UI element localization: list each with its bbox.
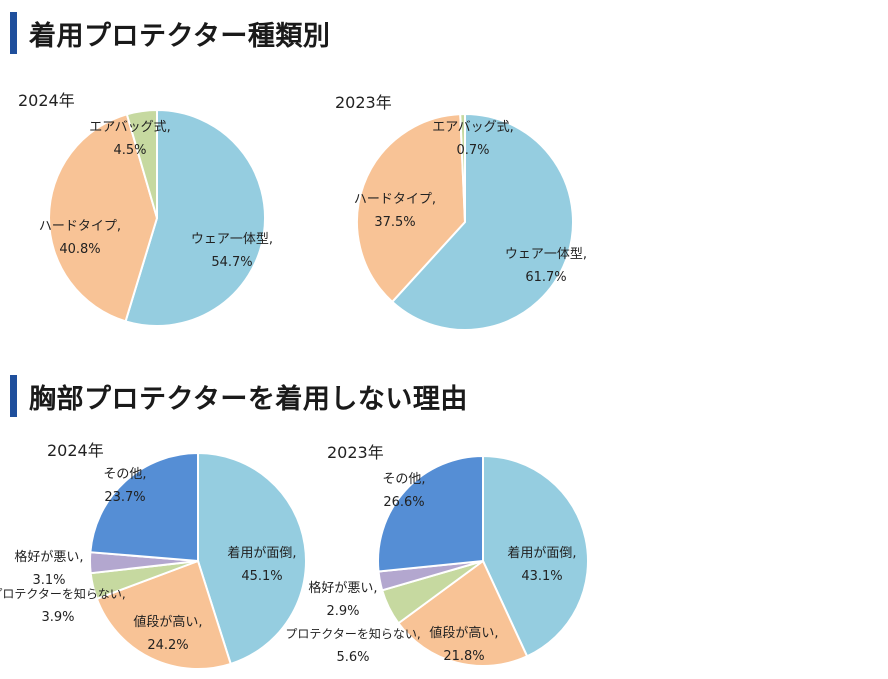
slice-label-value: 61.7%: [525, 270, 566, 285]
slice-label-name: ウェア一体型,: [505, 247, 587, 262]
section-title-text: 着用プロテクター種類別: [29, 20, 331, 52]
slice-label-value: 3.9%: [41, 610, 74, 625]
slice-label-value: 2.9%: [326, 604, 359, 619]
slice-label-name: その他,: [103, 467, 146, 482]
pie-slice-types-2024-1: [48, 113, 159, 323]
slice-label-name: 値段が高い,: [429, 625, 498, 641]
slice-label-value: 3.1%: [32, 573, 65, 588]
pie-reasons-2024: 着用が面倒, 45.1% 値段が高い, 24.2% プロテクターを知らない, 3.9% 格好…: [0, 441, 307, 670]
slice-label-value: 54.7%: [211, 255, 252, 270]
section-title-reasons-not-wearing: 胸部プロテクターを着用しない理由: [10, 375, 870, 417]
slice-label-name: 格好が悪い,: [14, 549, 83, 565]
slice-label-name: 着用が面倒,: [507, 545, 576, 561]
slice-label-value: 45.1%: [241, 569, 282, 584]
pie-slice-types-2023-1: [356, 113, 467, 304]
pie-slice-types-2023-2: [459, 112, 466, 223]
slice-label-name: ハードタイプ,: [354, 192, 436, 207]
slice-label-value: 21.8%: [443, 649, 484, 664]
slice-label-name: 着用が面倒,: [227, 545, 296, 561]
title-accent-bar: [10, 12, 17, 54]
pie-slice-reasons-2024-1: [95, 559, 232, 670]
pie-slice-reasons-2024-4: [89, 451, 199, 563]
slice-label-value: 0.7%: [456, 143, 489, 158]
pie-year-label: 2023年: [327, 443, 384, 462]
slice-label-value: 24.2%: [147, 638, 188, 653]
slice-label-value: 23.7%: [104, 490, 145, 505]
slice-label-value: 5.6%: [336, 650, 369, 665]
pie-slice-reasons-2023-4: [377, 454, 484, 573]
slice-label-name: プロテクターを知らない,: [285, 627, 420, 641]
section-title-protector-types: 着用プロテクター種類別: [10, 12, 870, 54]
slice-label-name: その他,: [382, 472, 425, 487]
slice-label-name: 格好が悪い,: [308, 580, 377, 596]
slice-label-name: ウェア一体型,: [191, 232, 273, 247]
pie-types-2023: ウェア一体型, 61.7% ハードタイプ, 37.5% エアバッグ式, 0.7% 2023年: [335, 93, 587, 331]
slice-label-name: エアバッグ式,: [432, 120, 514, 135]
slice-label-value: 43.1%: [521, 569, 562, 584]
slice-label-name: 値段が高い,: [133, 614, 202, 630]
pie-slice-reasons-2024-0: [197, 451, 307, 666]
pie-slice-types-2024-0: [124, 108, 266, 327]
pie-slice-reasons-2023-1: [397, 559, 529, 667]
pie-year-label: 2023年: [335, 93, 392, 112]
slice-label-name: プロテクターを知らない,: [0, 587, 126, 601]
slice-label-value: 40.8%: [59, 242, 100, 257]
slice-label-value: 4.5%: [113, 143, 146, 158]
pie-reasons-2023: 着用が面倒, 43.1% 値段が高い, 21.8% プロテクターを知らない, 5.6% 格好…: [285, 443, 589, 667]
pie-year-label: 2024年: [47, 441, 104, 460]
slice-label-value: 26.6%: [383, 495, 424, 510]
pie-slice-reasons-2023-0: [482, 454, 589, 658]
slice-label-name: エアバッグ式,: [89, 120, 171, 135]
pie-slice-types-2023-0: [390, 112, 574, 331]
slice-label-name: ハードタイプ,: [39, 219, 121, 234]
pie-slice-types-2024-2: [125, 108, 158, 219]
section-title-text: 胸部プロテクターを着用しない理由: [29, 383, 468, 415]
pie-types-2024: ウェア一体型, 54.7% ハードタイプ, 40.8% エアバッグ式, 4.5% 2024年: [18, 91, 273, 327]
slice-label-value: 37.5%: [374, 215, 415, 230]
pie-year-label: 2024年: [18, 91, 75, 110]
title-accent-bar: [10, 375, 17, 417]
